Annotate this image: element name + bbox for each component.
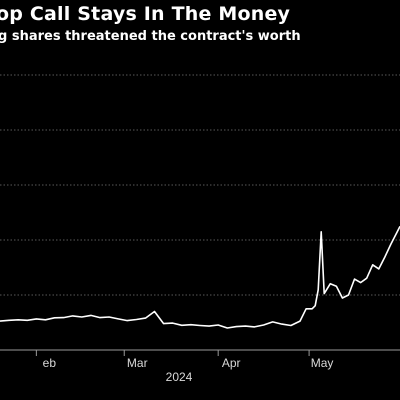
chart-subtitle: g shares threatened the contract's worth <box>0 29 301 44</box>
grid-lines <box>0 74 400 351</box>
x-axis-label: 2024 <box>166 370 193 384</box>
x-tick-label: Mar <box>127 356 148 370</box>
series-line <box>0 225 400 329</box>
chart-title: op Call Stays In The Money <box>0 3 291 25</box>
x-tick-label: Apr <box>222 356 241 370</box>
x-tick-label: eb <box>43 356 57 370</box>
x-tick-label: May <box>311 356 334 370</box>
series-layer <box>0 225 400 329</box>
x-axis-ticks: eb Mar Apr May <box>35 350 334 370</box>
